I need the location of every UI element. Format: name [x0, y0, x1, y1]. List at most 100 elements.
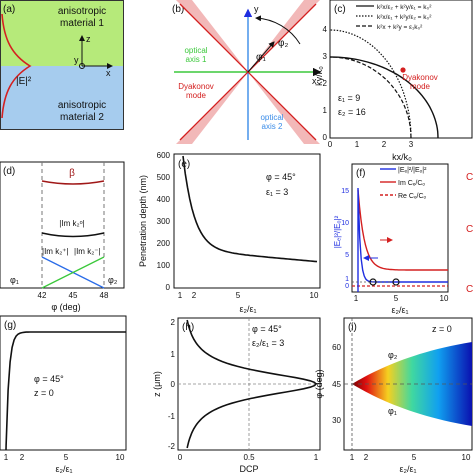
ytick-f-1: 1	[345, 276, 349, 283]
material-2-line1: anisotropic	[58, 100, 106, 111]
z-label-i: z = 0	[432, 324, 452, 334]
ylabel-h: z (μm)	[152, 371, 162, 397]
phi1-vector	[247, 41, 275, 73]
xtick-d-2: 48	[100, 291, 109, 300]
field-profile-curve	[1, 13, 32, 119]
material-1-line2: material 1	[60, 18, 104, 29]
ytick-c-4: 4	[323, 25, 328, 34]
beta-label: β	[69, 168, 75, 179]
marker-f-2	[392, 278, 400, 286]
phi2-label-i: φ₂	[388, 350, 398, 360]
xtick-g-1: 2	[20, 453, 25, 462]
xtick-i-2: 5	[412, 453, 417, 462]
phi1-label-i: φ₁	[388, 406, 397, 416]
imkm-label: |Im k₂⁻|	[74, 247, 101, 256]
eps-label-h: ε₂/ε₁ = 3	[252, 338, 284, 348]
right-label-f-mid: C	[466, 224, 473, 235]
ytick-h-2: 0	[171, 380, 176, 389]
curve-ellipse-2	[329, 29, 412, 139]
panel-label-a: (a)	[3, 4, 15, 15]
marker-f-1	[369, 278, 377, 286]
xtick-c-1: 1	[355, 140, 360, 149]
phi2-label-d: φ₂	[108, 275, 118, 285]
dyakonov-point	[400, 67, 406, 73]
axis-z-label: z	[86, 34, 91, 44]
ytick-e-3: 300	[157, 217, 171, 226]
panel-e: (e) φ = 45° ε₁ = 3 Penetration depth (nm…	[138, 151, 321, 314]
intensity-label: |E|²	[16, 76, 32, 87]
xlabel-i: ε₂/ε₁	[399, 464, 416, 474]
panel-a-frame	[0, 0, 124, 130]
xtick-f-1: 5	[394, 294, 399, 303]
xtick-h-1: 0.5	[243, 453, 255, 462]
panel-e-axes-box	[173, 153, 321, 289]
ytick-h-3: -1	[168, 412, 176, 421]
xlabel-d: φ (deg)	[51, 302, 80, 312]
xtick-g-3: 10	[116, 453, 125, 462]
eps-label-e: ε₁ = 3	[266, 187, 288, 197]
xtick-d-0: 42	[38, 291, 47, 300]
ytick-e-0: 0	[166, 283, 171, 292]
material-2-line2: material 2	[60, 112, 104, 123]
z-label-g: z = 0	[34, 388, 54, 398]
ytick-e-2: 200	[157, 239, 171, 248]
curve-ellipse-1	[329, 56, 439, 139]
imkm-curve	[41, 256, 105, 289]
phi2-label-b: φ₂	[278, 38, 288, 49]
panel-label-b: (b)	[172, 4, 184, 15]
xtick-g-2: 5	[64, 453, 69, 462]
xtick-i-3: 10	[462, 453, 471, 462]
panel-label-f: (f)	[356, 168, 365, 179]
curve-circle	[329, 56, 412, 139]
ytick-f-4: 15	[341, 188, 349, 195]
xlabel-c: kx/k₀	[392, 152, 412, 162]
im-ratio-curve	[357, 189, 448, 271]
optical-axis-1-line1: optical	[184, 46, 207, 55]
intensity-ratio-curve	[357, 187, 448, 292]
xlabel-h: DCP	[239, 464, 258, 474]
legend-c-text-1: k²x/ε₂ + k²y/ε₁ = k₀²	[377, 4, 432, 11]
curve-g	[5, 331, 126, 451]
ylabel-i: φ (deg)	[314, 369, 324, 398]
xtick-c-0: 0	[328, 140, 333, 149]
right-label-f-top: C	[466, 172, 473, 183]
xtick-c-2: 2	[382, 140, 387, 149]
legend-f: |Eₑ|²/|Eₒ|² Im Cₑ/Cₒ Re Cₑ/Cₒ	[380, 167, 427, 200]
panel-c-axes-box	[329, 0, 473, 139]
ylabel-c: ky/k₀	[314, 66, 324, 86]
imk0-label: |Im k₂ᵒ|	[59, 219, 84, 228]
panel-i: (i) z = 0 φ₂ φ₁ φ (deg) 60 45 30 1 2 5 1…	[314, 317, 473, 474]
xtick-f-0: 1	[354, 294, 359, 303]
legend-c-text-2: k²x/ε₁ + k²y/ε₂ = k₀²	[377, 14, 432, 21]
ytick-e-4: 400	[157, 195, 171, 204]
phi-label-h: φ = 45°	[252, 324, 282, 334]
beta-curve	[41, 180, 105, 185]
panel-c: (c) k²x/ε₂ + k²y/ε₁ = k₀² k²x/ε₁ + k²y/ε…	[314, 0, 473, 162]
ytick-h-4: -2	[168, 442, 176, 451]
panel-g: (g) φ = 45° z = 0 1 2 5 10 ε₂/ε₁	[0, 315, 127, 474]
mode-label-c-line2: mode	[410, 82, 431, 91]
dcp-curve	[186, 319, 318, 449]
phi1-label-b: φ₁	[256, 52, 266, 63]
panel-d: (d) β |Im k₂ᵒ| |Im k₂⁺| |Im k₂⁻| φ₁ φ₂ 4…	[0, 161, 125, 312]
optical-axis-1-line2: axis 1	[186, 55, 207, 64]
panel-h: (h) φ = 45° ε₂/ε₁ = 3 z (μm) 2 1 0 -1 -2…	[152, 317, 321, 474]
optical-axis-2-line1: optical	[260, 113, 283, 122]
panel-f-axes-box	[351, 163, 449, 293]
ytick-e-6: 600	[157, 151, 171, 160]
phi-label-e: φ = 45°	[266, 172, 296, 182]
xtick-d-1: 45	[69, 291, 78, 300]
panel-label-c: (c)	[334, 4, 346, 15]
eps2-label-c: ε₂ = 16	[338, 107, 366, 117]
ytick-i-1: 45	[332, 380, 341, 389]
panel-d-axes-box	[0, 161, 125, 289]
ytick-e-1: 100	[157, 261, 171, 270]
panel-g-axes-box	[0, 315, 127, 451]
dcp-colormap-region	[352, 342, 472, 426]
material-1-region	[0, 0, 124, 66]
xlabel-f: ε₂/ε₁	[391, 305, 408, 315]
ytick-i-0: 60	[332, 343, 341, 352]
dyakonov-label-line1: Dyakonov	[178, 82, 214, 91]
optical-axis-2-line2: axis 2	[262, 122, 283, 131]
